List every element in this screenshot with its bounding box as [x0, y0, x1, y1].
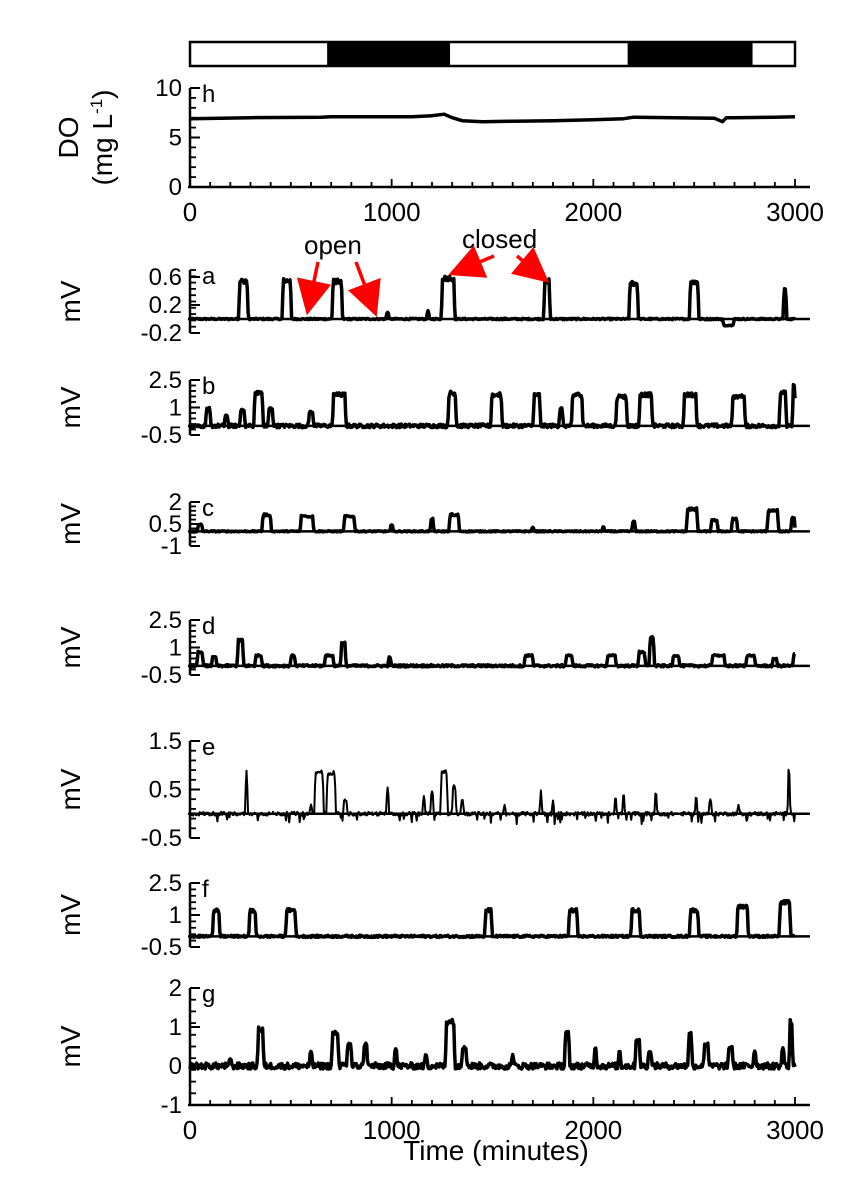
y-label-superscript: -1 [87, 99, 106, 114]
panel-h-y-label-line1: DO [53, 117, 84, 159]
light-bar-block-2 [450, 42, 628, 66]
panel-h-x-tick-label: 3000 [766, 197, 824, 227]
panel-b-series-line [188, 382, 797, 430]
panel-f-y-tick-label: -0.5 [141, 934, 182, 961]
panel-c-series-line [189, 506, 797, 534]
panel-g-letter: g [202, 981, 215, 1008]
annotation-closed-arrow-1 [448, 245, 495, 278]
light-bar-block-3 [627, 42, 753, 66]
panel-b-y-label: mV [55, 386, 86, 428]
panel-h-y-tick-label: 10 [155, 75, 182, 102]
panel-g-x-tick-label: 0 [183, 1115, 197, 1145]
panel-h-letter: h [202, 81, 215, 108]
panel-e-y-tick-label: -0.5 [141, 825, 182, 852]
panel-c: -10.52 mV c [55, 489, 810, 560]
light-dark-bar [188, 40, 797, 68]
panel-g-x-tick-label: 2000 [564, 1115, 622, 1145]
panel-a-y-label: mV [55, 280, 86, 322]
light-bar-block-1 [327, 42, 451, 66]
panel-f-y-tick-label: 2.5 [149, 870, 182, 897]
annotations: open closed [296, 224, 550, 317]
annotation-open-label: open [304, 230, 362, 260]
panel-f-letter: f [202, 876, 209, 903]
panel-e: -0.5 0.5 1.5 mV e [55, 728, 810, 852]
panel-a-letter: a [202, 263, 216, 290]
panel-d-series-line [188, 634, 796, 669]
panel-d: -0.512.5 mV d [55, 607, 810, 689]
panel-g-x-tick-label: 3000 [766, 1115, 824, 1145]
panel-f: -0.5 1 2.5 mV f [55, 870, 810, 961]
panel-a-series-line [189, 274, 796, 328]
panel-b-letter: b [202, 373, 215, 400]
light-bar-block-4 [752, 42, 795, 66]
annotation-open-arrow-2 [347, 261, 381, 317]
panel-d-y-tick-label: -0.5 [141, 662, 182, 689]
panel-c-letter: c [202, 495, 214, 522]
panel-a: -0.20.20.6 mV a [55, 263, 810, 347]
panel-h-x-tick-label: 2000 [564, 197, 622, 227]
panel-h-y-tick-label: 5 [169, 125, 182, 152]
panel-d-y-tick-label: 2.5 [149, 607, 182, 634]
panel-h: 0 5 10 0 1000 2000 3000 DO (mg L-1) h [53, 75, 824, 227]
panel-b-y-tick-label: 1 [169, 395, 182, 422]
panel-e-y-tick-label: 0.5 [149, 777, 182, 804]
panel-e-letter: e [202, 734, 215, 761]
panel-h-y-tick-label: 0 [169, 174, 182, 201]
panel-c-y-tick-label: 0.5 [149, 511, 182, 538]
panel-a-y-tick-label: 0.2 [149, 292, 182, 319]
annotation-closed-label: closed [462, 224, 537, 254]
panel-g-y-tick-label: 2 [169, 975, 182, 1002]
panel-g-y-tick-label: -1 [161, 1092, 182, 1119]
annotation-closed-arrow-2 [510, 246, 550, 283]
light-bar-block-0 [190, 42, 328, 66]
panel-h-series-line [189, 112, 796, 124]
panel-e-y-label: mV [55, 768, 86, 810]
panel-g-y-tick-label: 0 [169, 1053, 182, 1080]
panel-b: -0.512.5 mV b [55, 367, 810, 449]
panel-e-series-line [189, 768, 796, 826]
panel-c-y-tick-label: 2 [169, 489, 182, 516]
panel-d-y-tick-label: 1 [169, 635, 182, 662]
annotation-open-arrow-1 [296, 261, 332, 316]
y-label-close: ) [87, 89, 118, 98]
x-axis-title: Time (minutes) [403, 1135, 589, 1166]
panel-f-y-tick-label: 1 [169, 902, 182, 929]
panel-a-y-tick-label: 0.6 [149, 264, 182, 291]
panel-d-letter: d [202, 613, 215, 640]
y-label-unit: (mg L [87, 114, 118, 186]
panel-h-y-label-line2: (mg L-1) [87, 89, 118, 185]
panel-f-series-line [188, 898, 796, 940]
panel-b-y-tick-label: -0.5 [141, 422, 182, 449]
panel-c-y-label: mV [55, 503, 86, 545]
panel-b-y-tick-label: 2.5 [149, 367, 182, 394]
panel-f-y-label: mV [55, 894, 86, 936]
light-bar-frame [188, 40, 797, 68]
panel-g-y-label: mV [55, 1025, 86, 1067]
panel-g-series-line [188, 1017, 797, 1071]
panel-h-x-tick-label: 0 [183, 197, 197, 227]
panel-e-y-tick-label: 1.5 [149, 728, 182, 755]
panel-h-x-tick-label: 1000 [363, 197, 421, 227]
panel-c-y-tick-label: -1 [161, 533, 182, 560]
panel-g-x-tick-label: 1000 [363, 1115, 421, 1145]
panel-g-y-tick-label: 1 [169, 1014, 182, 1041]
panel-a-y-tick-label: -0.2 [141, 320, 182, 347]
panel-d-y-label: mV [55, 626, 86, 668]
